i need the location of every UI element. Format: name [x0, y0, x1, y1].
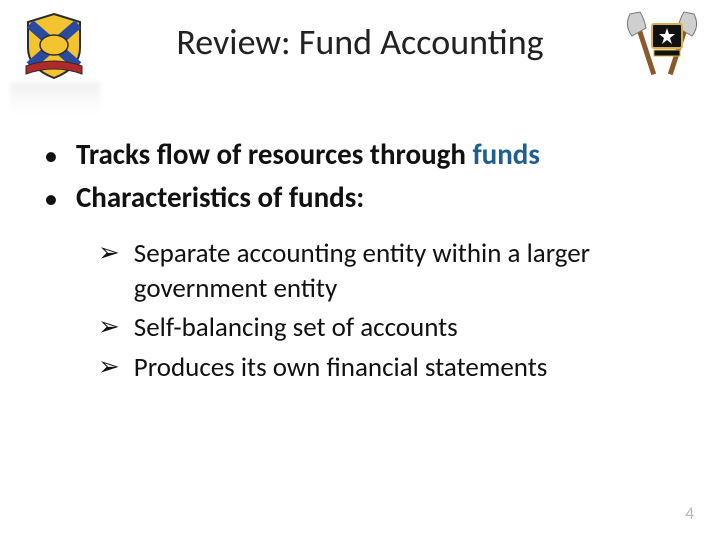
page-number: 4: [685, 503, 694, 524]
bullet-marker: •: [44, 138, 58, 173]
arrow-bullet-icon: ➢: [98, 236, 120, 270]
bullet-item: • Characteristics of funds:: [44, 179, 680, 216]
slide-header: Review: Fund Accounting: [0, 0, 720, 90]
sub-bullet-text: Produces its own financial statements: [134, 350, 548, 385]
slide-content: • Tracks flow of resources through funds…: [44, 136, 680, 389]
army-axes-icon: [622, 8, 702, 84]
arrow-bullet-icon: ➢: [98, 350, 120, 384]
arrow-bullet-icon: ➢: [98, 310, 120, 344]
bullet-marker: •: [44, 181, 58, 216]
logo-reflection: [10, 82, 100, 112]
bullet-text-accent: funds: [473, 136, 540, 172]
bullet-text-pre: Tracks flow of resources through: [76, 136, 473, 172]
slide: Review: Fund Accounting • Tracks: [0, 0, 720, 540]
sub-bullet-item: ➢ Self-balancing set of accounts: [98, 310, 680, 345]
unit-crest-icon: [18, 10, 90, 82]
sub-bullet-text: Self-balancing set of accounts: [134, 310, 458, 345]
slide-title: Review: Fund Accounting: [176, 20, 543, 64]
bullet-item: • Tracks flow of resources through funds: [44, 136, 680, 173]
bullet-text-pre: Characteristics of funds:: [76, 179, 364, 215]
sub-bullet-item: ➢ Separate accounting entity within a la…: [98, 236, 680, 306]
sub-bullet-item: ➢ Produces its own financial statements: [98, 350, 680, 385]
sub-bullet-text: Separate accounting entity within a larg…: [134, 236, 680, 306]
sub-bullet-list: ➢ Separate accounting entity within a la…: [98, 236, 680, 384]
bullet-text: Characteristics of funds:: [76, 179, 364, 216]
bullet-text: Tracks flow of resources through funds: [76, 136, 540, 173]
